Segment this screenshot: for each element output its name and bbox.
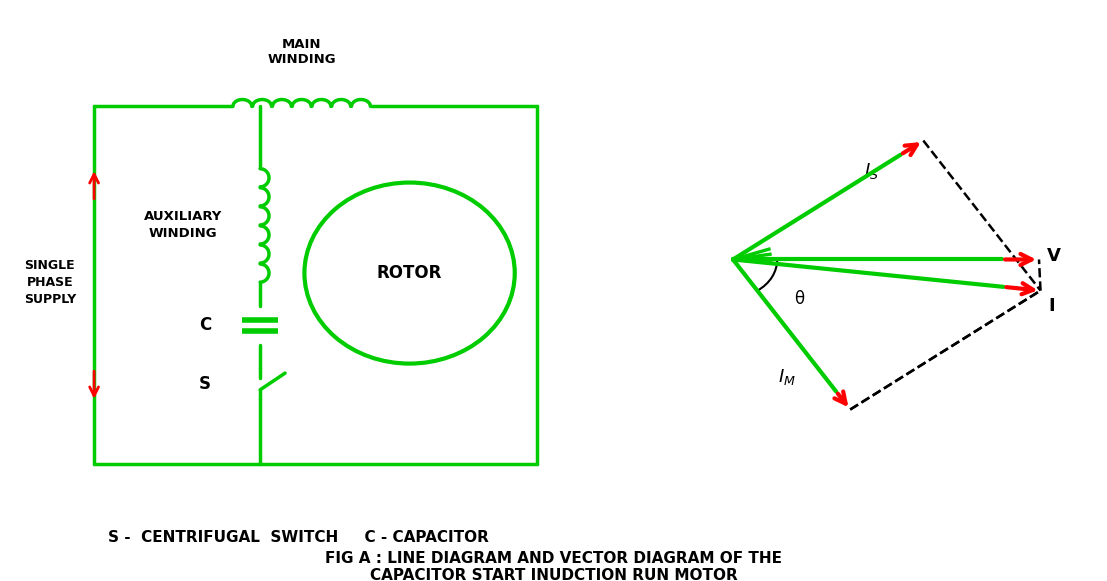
Text: CAPACITOR START INUDCTION RUN MOTOR: CAPACITOR START INUDCTION RUN MOTOR [370, 568, 737, 581]
Text: $I_M$: $I_M$ [777, 367, 796, 388]
Text: FIG A : LINE DIAGRAM AND VECTOR DIAGRAM OF THE: FIG A : LINE DIAGRAM AND VECTOR DIAGRAM … [325, 551, 782, 566]
Text: θ: θ [794, 290, 805, 308]
Text: C: C [198, 317, 211, 335]
Text: $I_S$: $I_S$ [865, 162, 879, 181]
Text: S -  CENTRIFUGAL  SWITCH     C - CAPACITOR: S - CENTRIFUGAL SWITCH C - CAPACITOR [108, 530, 489, 545]
Text: V: V [1047, 247, 1061, 265]
Text: SINGLE
PHASE
SUPPLY: SINGLE PHASE SUPPLY [23, 259, 76, 306]
Text: ROTOR: ROTOR [376, 264, 443, 282]
Text: MAIN
WINDING: MAIN WINDING [268, 38, 335, 66]
Text: AUXILIARY
WINDING: AUXILIARY WINDING [144, 210, 221, 241]
Text: S: S [199, 375, 210, 393]
Text: I: I [1048, 297, 1055, 315]
